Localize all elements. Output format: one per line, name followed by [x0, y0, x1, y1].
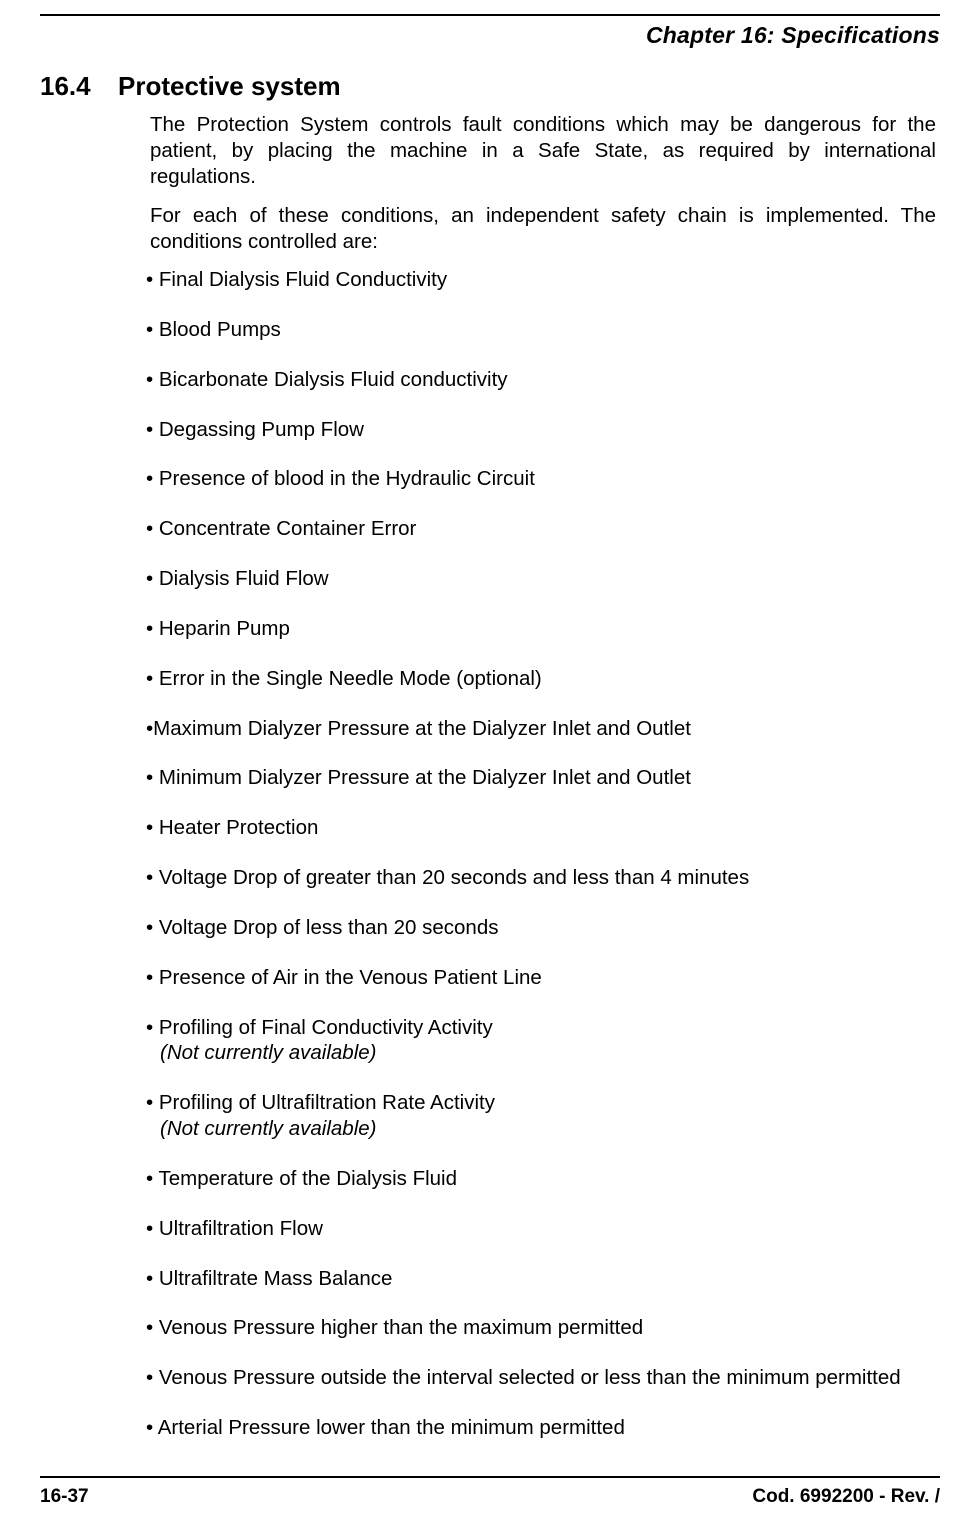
list-item: • Presence of Air in the Venous Patient … [146, 965, 940, 991]
list-item: • Venous Pressure outside the interval s… [146, 1365, 940, 1391]
list-item-note: (Not currently available) [146, 1040, 940, 1066]
list-item: • Degassing Pump Flow [146, 417, 940, 443]
list-item: • Minimum Dialyzer Pressure at the Dialy… [146, 765, 940, 791]
list-item: • Dialysis Fluid Flow [146, 566, 940, 592]
list-item: • Arterial Pressure lower than the minim… [146, 1415, 940, 1441]
list-item: • Voltage Drop of greater than 20 second… [146, 865, 940, 891]
list-item: • Profiling of Final Conductivity Activi… [146, 1015, 940, 1067]
paragraph-1: The Protection System controls fault con… [150, 112, 936, 191]
list-item: • Temperature of the Dialysis Fluid [146, 1166, 940, 1192]
document-code: Cod. 6992200 - Rev. / [752, 1486, 940, 1508]
page-footer: 16-37 Cod. 6992200 - Rev. / [40, 1486, 940, 1508]
list-item-note: (Not currently available) [146, 1116, 940, 1142]
document-page: Chapter 16: Specifications 16.4 Protecti… [0, 14, 980, 1518]
list-item: • Concentrate Container Error [146, 516, 940, 542]
footer-rule [40, 1476, 940, 1478]
list-item: • Ultrafiltration Flow [146, 1216, 940, 1242]
body-text: The Protection System controls fault con… [150, 112, 936, 255]
page-number: 16-37 [40, 1486, 89, 1508]
list-item: • Voltage Drop of less than 20 seconds [146, 915, 940, 941]
list-item: • Venous Pressure higher than the maximu… [146, 1315, 940, 1341]
section-title: Protective system [118, 71, 341, 102]
list-item: • Heparin Pump [146, 616, 940, 642]
list-item: •Maximum Dialyzer Pressure at the Dialyz… [146, 716, 940, 742]
top-rule [40, 14, 940, 16]
list-item: • Error in the Single Needle Mode (optio… [146, 666, 940, 692]
list-item-text: • Profiling of Final Conductivity Activi… [146, 1016, 493, 1039]
list-item: • Presence of blood in the Hydraulic Cir… [146, 466, 940, 492]
section-number: 16.4 [40, 71, 118, 102]
list-item: • Bicarbonate Dialysis Fluid conductivit… [146, 367, 940, 393]
list-item: • Ultrafiltrate Mass Balance [146, 1266, 940, 1292]
section-heading: 16.4 Protective system [40, 71, 940, 102]
list-item: • Final Dialysis Fluid Conductivity [146, 267, 940, 293]
list-item: • Blood Pumps [146, 317, 940, 343]
list-item: • Profiling of Ultrafiltration Rate Acti… [146, 1090, 940, 1142]
paragraph-2: For each of these conditions, an indepen… [150, 203, 936, 255]
list-item: • Heater Protection [146, 815, 940, 841]
bullet-list: • Final Dialysis Fluid Conductivity • Bl… [146, 267, 940, 1441]
chapter-header: Chapter 16: Specifications [40, 22, 940, 49]
list-item-text: • Profiling of Ultrafiltration Rate Acti… [146, 1091, 495, 1114]
